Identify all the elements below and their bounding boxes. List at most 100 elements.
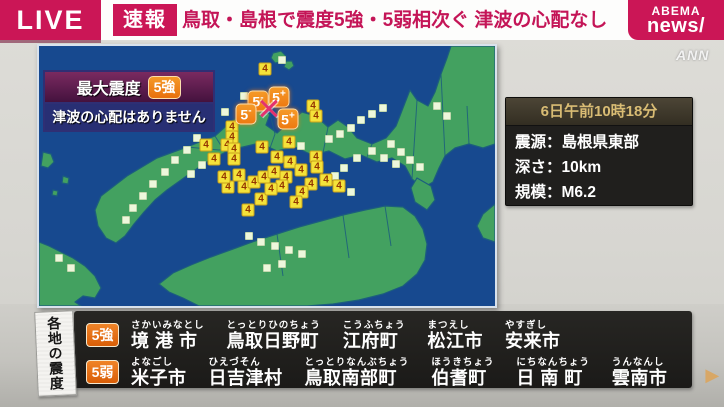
intensity-3-marker [397, 148, 405, 156]
city-item: うんなんし 雲南市 [611, 356, 668, 387]
intensity-4-marker: 4 [275, 179, 289, 193]
abema-logo-bottom: news/ [646, 14, 706, 37]
intensity-3-marker [245, 232, 253, 240]
intensity-3-marker [433, 102, 441, 110]
intensity-3-marker [149, 180, 157, 188]
intensity-4-marker: 4 [283, 155, 297, 169]
quake-time: 6日午前10時18分 [506, 98, 692, 126]
small-island [40, 151, 55, 169]
intensity-4-marker: 4 [255, 140, 269, 154]
quake-info-line: 震源：島根県東部 [515, 134, 640, 151]
city-list: さかいみなとし境 港 市とっとりひのちょう 鳥取日野町 こうふちょう 江府町 まつえし松… [131, 319, 561, 351]
city-name: 鳥取日野町 [226, 331, 320, 351]
city-name: 鳥取南部町 [304, 368, 397, 388]
intensity-row: 5弱 よなごし 米子市 ひえづそん 日吉津村 とっとりなんぶちょう 鳥取南部町 ほうきちょう伯… [86, 350, 719, 387]
intensity-3-marker [387, 140, 395, 148]
city-item: にちなんちょう日 南 町 [516, 356, 590, 388]
small-island [51, 189, 59, 197]
quake-info-body: 震源：島根県東部 深さ：10km 規模：M6.2 [506, 126, 692, 209]
live-badge: LIVE [0, 0, 101, 40]
tsunami-notice: 津波の心配はありません [43, 104, 215, 132]
kii-peninsula [476, 203, 495, 243]
intensity-5-marker: 5- [235, 103, 257, 125]
quake-info-line: 規模：M6.2 [515, 184, 596, 201]
intensity-3-marker [379, 104, 387, 112]
max-intensity-overlay: 最大震度 5強 津波の心配はありません [43, 70, 215, 132]
city-furigana: ひえづそん [208, 356, 261, 368]
intensity-3-marker [55, 254, 63, 262]
headline: 鳥取・島根で震度5強・5弱相次ぐ 津波の心配なし [182, 10, 608, 31]
city-furigana: よなごし [131, 356, 174, 368]
prefecture-borders [186, 73, 470, 277]
intensity-3-marker [171, 156, 179, 164]
top-news-bar: LIVE 速報 鳥取・島根で震度5強・5弱相次ぐ 津波の心配なし ABEMA n… [0, 0, 724, 40]
intensity-4-marker: 4 [264, 182, 278, 196]
city-furigana: こうふちょう [342, 319, 406, 331]
intensity-3-marker [380, 154, 388, 162]
city-item: とっとりひのちょう 鳥取日野町 [226, 319, 321, 351]
intensity-badge: 5強 [86, 323, 119, 347]
city-furigana: にちなんちょう [516, 356, 590, 368]
intensity-3-marker [257, 238, 265, 246]
intensity-3-marker [340, 164, 348, 172]
intensity-3-marker [139, 192, 147, 200]
intensity-3-marker [347, 188, 355, 196]
city-furigana: さかいみなとし [131, 319, 205, 331]
city-furigana: とっとりひのちょう [226, 319, 321, 331]
intensity-3-marker [129, 204, 137, 212]
intensity-3-marker [416, 163, 424, 171]
city-name: 境 港 市 [131, 331, 198, 351]
city-name: 伯耆町 [431, 368, 487, 388]
intensity-5-marker: 5 + [277, 108, 299, 130]
intensity-4-marker: 4 [270, 150, 284, 164]
abema-news-logo: ABEMA news/ [628, 0, 724, 40]
intensity-4-marker: 4 [310, 160, 324, 174]
city-item: とっとりなんぶちょう 鳥取南部町 [304, 356, 410, 388]
oki-island [283, 60, 295, 71]
intensity-3-marker [122, 216, 130, 224]
intensity-4-marker: 4 [227, 152, 241, 166]
city-item: やすぎし 安来市 [505, 320, 561, 350]
intensity-4-marker: 4 [319, 173, 333, 187]
max-intensity-title: 最大震度 5強 [43, 70, 215, 104]
epicenter-x-icon: ✕ [256, 93, 282, 127]
intensity-3-marker [368, 110, 376, 118]
intensity-3-marker [353, 154, 361, 162]
intensity-4-marker: 4 [332, 179, 346, 193]
city-furigana: ほうきちょう [431, 356, 495, 368]
city-list: よなごし 米子市 ひえづそん 日吉津村 とっとりなんぶちょう 鳥取南部町 ほうきちょう 伯耆町… [131, 356, 720, 388]
intensity-3-marker [406, 156, 414, 164]
ann-watermark: ANN [676, 47, 710, 63]
intensity-4-marker: 4 [237, 180, 251, 194]
quake-info-line: 深さ：10km [515, 159, 602, 176]
intensity-3-marker [443, 112, 451, 120]
intensity-3-marker [67, 264, 75, 272]
intensity-3-marker [278, 56, 286, 64]
intensity-3-marker [161, 168, 169, 176]
intensity-3-marker [183, 146, 191, 154]
city-item: よなごし 米子市 [131, 356, 187, 387]
intensity-4-marker: 4 [289, 195, 303, 209]
intensity-row: 5強 さかいみなとし境 港 市とっとりひのちょう 鳥取日野町 こうふちょう 江府町 まつえ… [86, 313, 692, 350]
city-item: こうふちょう 江府町 [342, 319, 406, 350]
intensity-3-marker [271, 242, 279, 250]
intensity-4-marker: 4 [254, 192, 268, 206]
intensity-3-marker [263, 264, 271, 272]
kyushu-island [39, 241, 102, 306]
city-furigana: とっとりなんぶちょう [304, 356, 410, 368]
max-intensity-value-badge: 5強 [147, 75, 182, 99]
city-name: 日 南 町 [516, 368, 583, 388]
shikoku-island [158, 205, 428, 306]
intensity-4-marker: 4 [294, 163, 308, 177]
intensity-3-marker [298, 250, 306, 258]
intensity-4-marker: 4 [257, 170, 271, 184]
regional-intensity-tab-label: 各地の震度 [45, 315, 66, 392]
intensity-badge: 5弱 [86, 360, 119, 384]
city-furigana: うんなんし [611, 356, 665, 368]
intensity-3-marker [325, 135, 333, 143]
city-furigana: まつえし [427, 319, 470, 331]
intensity-4-marker: 4 [241, 203, 255, 217]
city-item: ひえづそん 日吉津村 [208, 356, 283, 387]
awaji-island [410, 177, 436, 211]
more-arrow-icon: ▶ [705, 365, 720, 385]
